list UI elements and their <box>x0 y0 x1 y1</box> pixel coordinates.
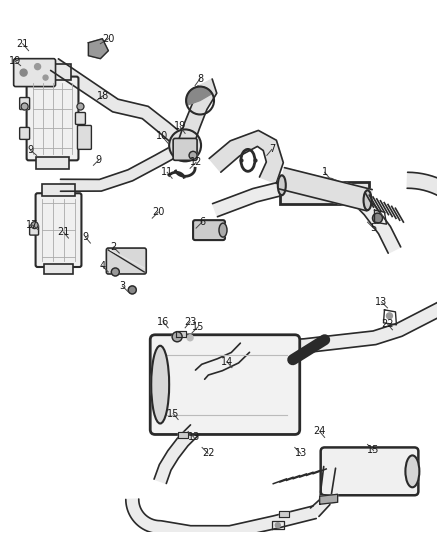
Text: 1: 1 <box>321 167 328 177</box>
Text: 9: 9 <box>95 155 102 165</box>
Polygon shape <box>245 286 438 355</box>
Text: 24: 24 <box>314 426 326 437</box>
Text: 19: 19 <box>174 122 186 132</box>
FancyBboxPatch shape <box>75 112 85 124</box>
Polygon shape <box>88 39 108 59</box>
Polygon shape <box>126 499 160 533</box>
Ellipse shape <box>406 455 419 487</box>
Polygon shape <box>311 466 336 516</box>
Circle shape <box>20 69 27 76</box>
Polygon shape <box>279 168 372 211</box>
Polygon shape <box>407 172 438 296</box>
Circle shape <box>276 523 280 528</box>
Circle shape <box>128 286 136 294</box>
Text: 8: 8 <box>197 74 203 84</box>
Circle shape <box>77 103 84 110</box>
Circle shape <box>43 75 48 80</box>
Text: 21: 21 <box>57 227 70 237</box>
Text: 20: 20 <box>152 207 164 217</box>
Circle shape <box>169 130 201 161</box>
Text: 19: 19 <box>8 55 21 66</box>
Polygon shape <box>209 131 283 183</box>
FancyBboxPatch shape <box>173 139 197 160</box>
Circle shape <box>187 335 193 341</box>
FancyBboxPatch shape <box>321 447 418 495</box>
Circle shape <box>189 151 197 159</box>
FancyBboxPatch shape <box>14 59 56 86</box>
Text: 10: 10 <box>156 132 168 141</box>
FancyBboxPatch shape <box>30 225 39 235</box>
Ellipse shape <box>219 223 227 237</box>
Polygon shape <box>177 79 217 148</box>
Ellipse shape <box>278 175 286 195</box>
Text: 21: 21 <box>17 39 29 49</box>
FancyBboxPatch shape <box>78 125 92 149</box>
Text: 16: 16 <box>157 317 170 327</box>
Text: 22: 22 <box>381 319 394 329</box>
Text: 22: 22 <box>202 448 214 458</box>
FancyBboxPatch shape <box>43 264 74 274</box>
Text: 13: 13 <box>295 448 307 458</box>
FancyBboxPatch shape <box>280 182 369 204</box>
FancyBboxPatch shape <box>193 220 225 240</box>
Polygon shape <box>212 179 401 253</box>
Ellipse shape <box>151 346 169 424</box>
Polygon shape <box>51 59 190 151</box>
Text: 14: 14 <box>221 357 233 367</box>
Text: 15: 15 <box>167 408 179 418</box>
Polygon shape <box>60 140 188 191</box>
Text: 15: 15 <box>367 446 380 455</box>
Polygon shape <box>279 511 289 517</box>
Text: 15: 15 <box>192 322 204 332</box>
Polygon shape <box>320 494 338 504</box>
Text: 3: 3 <box>119 281 125 291</box>
Text: 23: 23 <box>184 317 196 327</box>
Ellipse shape <box>364 190 371 210</box>
Text: 7: 7 <box>268 144 275 155</box>
Text: 9: 9 <box>28 146 34 155</box>
Circle shape <box>111 268 119 276</box>
Text: 20: 20 <box>102 34 115 44</box>
Polygon shape <box>178 432 188 439</box>
Text: 13: 13 <box>375 297 388 307</box>
FancyBboxPatch shape <box>20 127 30 140</box>
FancyBboxPatch shape <box>42 184 75 196</box>
FancyBboxPatch shape <box>106 248 146 274</box>
Text: 12: 12 <box>190 157 202 167</box>
FancyBboxPatch shape <box>27 77 78 160</box>
Text: 17: 17 <box>26 220 39 230</box>
Text: 18: 18 <box>97 91 110 101</box>
FancyBboxPatch shape <box>20 98 30 109</box>
Text: 13: 13 <box>188 432 200 442</box>
Text: 6: 6 <box>199 217 205 227</box>
Circle shape <box>31 222 38 229</box>
Text: 9: 9 <box>82 232 88 242</box>
Circle shape <box>372 213 382 223</box>
Text: 4: 4 <box>99 261 106 271</box>
Circle shape <box>172 332 182 342</box>
Circle shape <box>21 103 28 110</box>
Circle shape <box>35 63 41 70</box>
Text: 5: 5 <box>371 223 377 233</box>
FancyBboxPatch shape <box>34 63 71 79</box>
Text: 2: 2 <box>110 242 117 252</box>
Polygon shape <box>176 331 186 337</box>
Circle shape <box>386 313 392 319</box>
Text: 11: 11 <box>161 167 173 177</box>
FancyBboxPatch shape <box>35 193 81 267</box>
Polygon shape <box>159 506 316 533</box>
Polygon shape <box>195 343 250 379</box>
Polygon shape <box>154 425 200 483</box>
FancyBboxPatch shape <box>35 157 70 169</box>
Wedge shape <box>186 86 212 106</box>
FancyBboxPatch shape <box>150 335 300 434</box>
